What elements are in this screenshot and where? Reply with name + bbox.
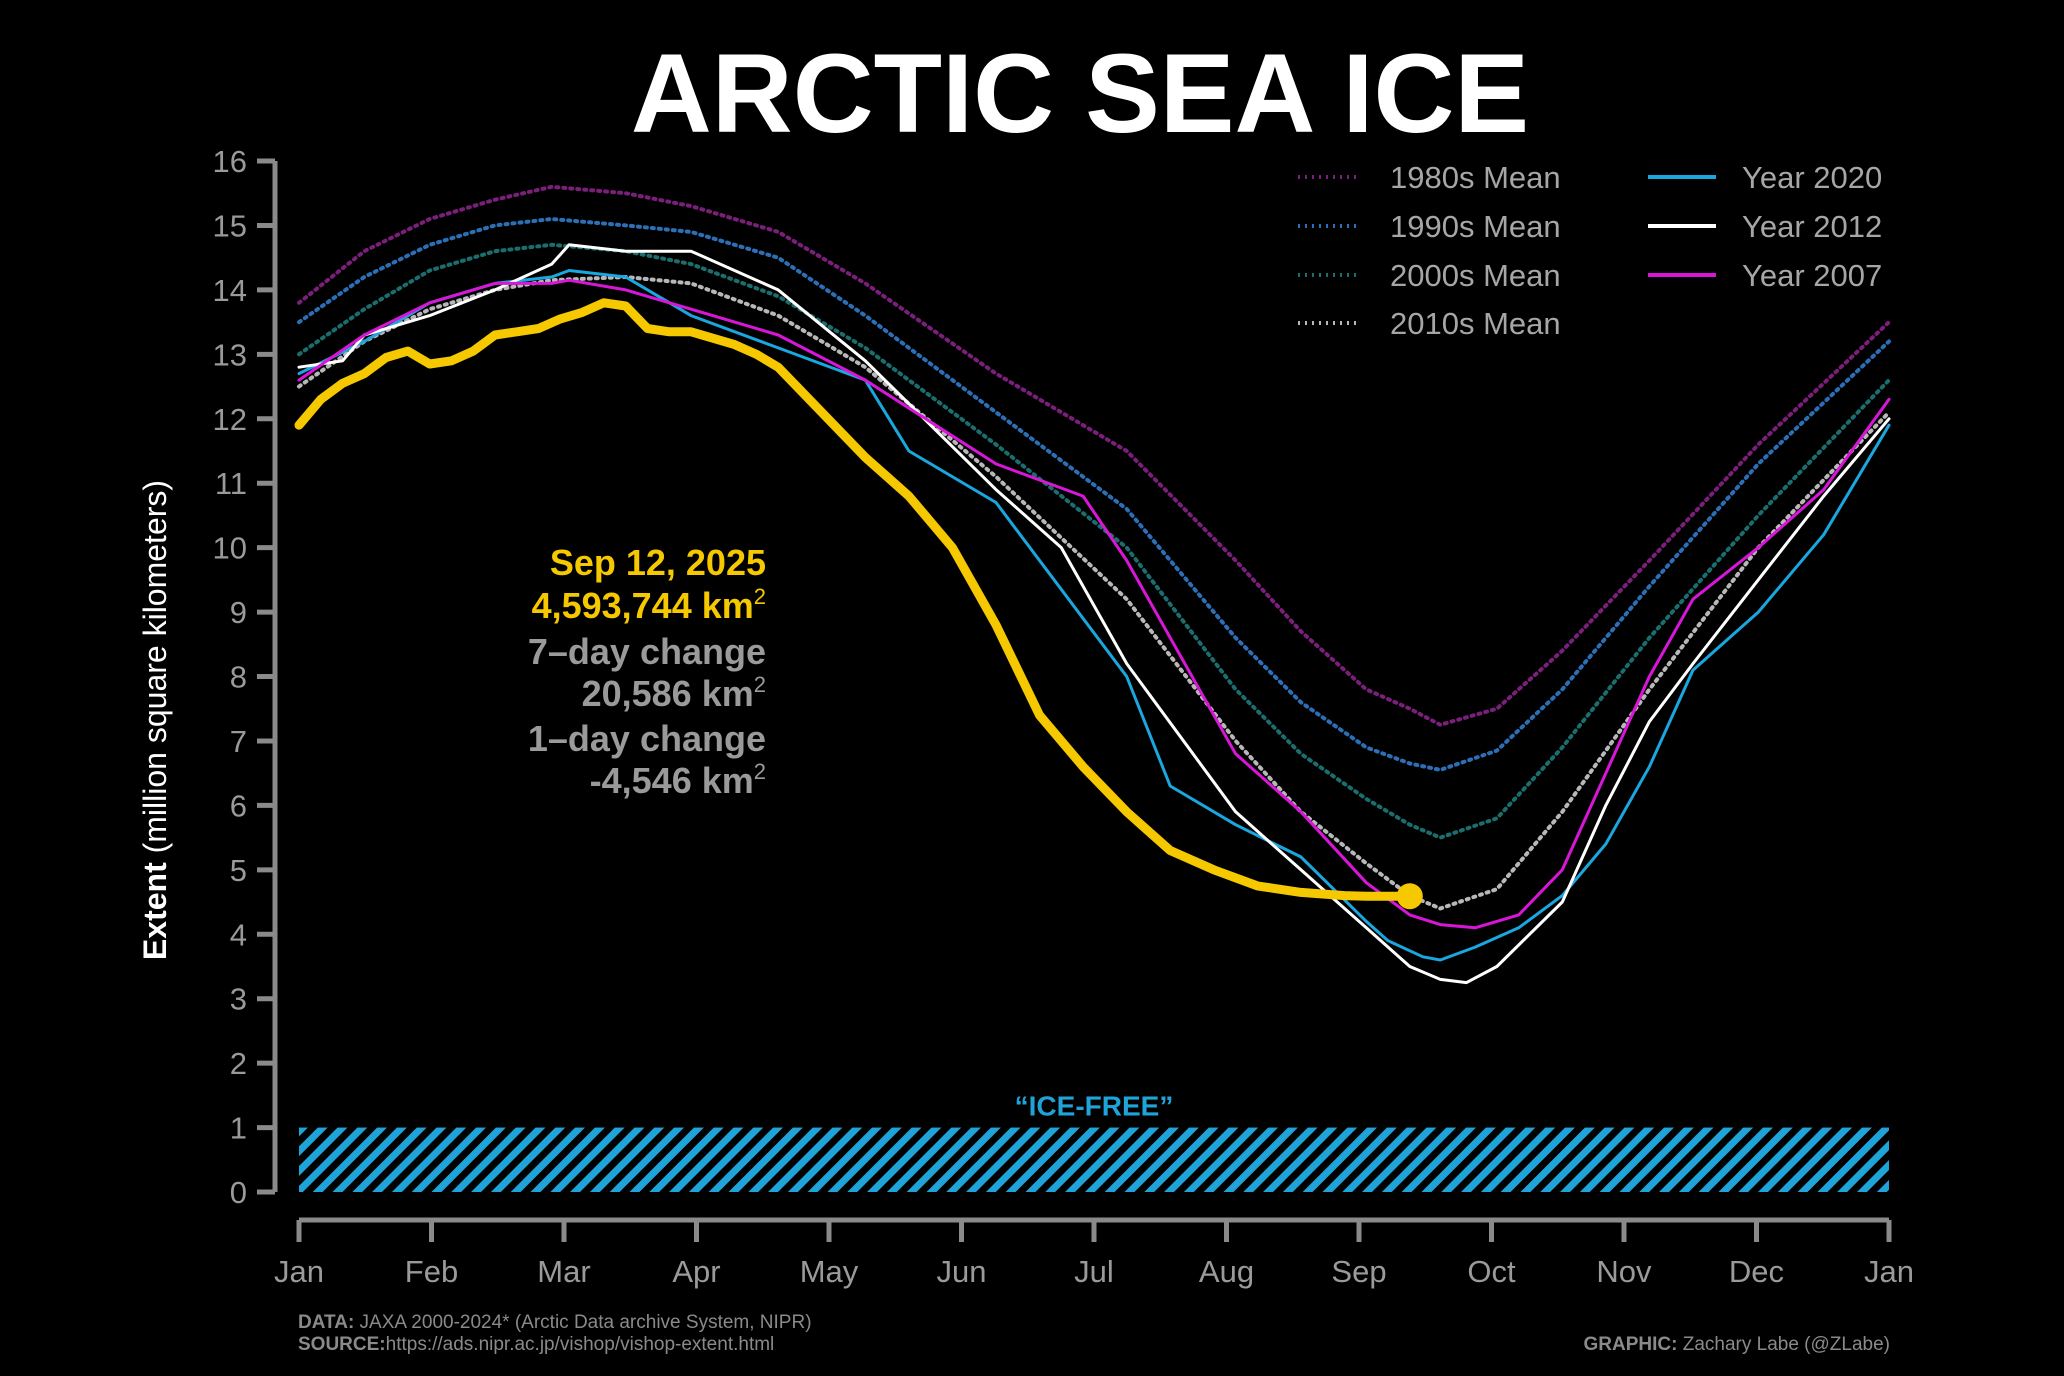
footer-left: DATA: JAXA 2000-2024* (Arctic Data archi… xyxy=(298,1312,812,1355)
superscript-2: 2 xyxy=(754,672,766,697)
x-tick-label: Jan xyxy=(274,1254,324,1289)
x-tick-label: Jul xyxy=(1074,1254,1114,1289)
series-line-year-2020 xyxy=(297,269,1891,962)
x-tick-label: Dec xyxy=(1729,1254,1784,1289)
x-tick-label: May xyxy=(800,1254,859,1289)
x-tick-label: Apr xyxy=(672,1254,720,1289)
ice-free-band: “ICE-FREE” xyxy=(299,1091,1889,1192)
x-tick-label: Nov xyxy=(1596,1254,1652,1289)
y-tick-label: 0 xyxy=(230,1175,247,1210)
superscript-2: 2 xyxy=(754,584,766,609)
annotation-1day-label: 1–day change xyxy=(528,718,766,759)
x-tick-label: Jun xyxy=(937,1254,987,1289)
series-line-year-2012 xyxy=(297,243,1891,985)
legend-label: Year 2020 xyxy=(1742,160,1882,195)
ice-free-hatch xyxy=(299,1127,1889,1192)
y-tick-label: 6 xyxy=(230,788,247,823)
ice-free-label: “ICE-FREE” xyxy=(1015,1091,1174,1122)
footer-graphic: GRAPHIC: Zachary Labe (@ZLabe) xyxy=(1583,1334,1890,1355)
series-line-year-2007 xyxy=(297,278,1891,930)
series-line-2000s-mean xyxy=(297,242,1891,840)
y-tick-label: 5 xyxy=(230,853,247,888)
y-tick-label: 13 xyxy=(213,337,247,372)
footer-data-label: DATA: xyxy=(298,1312,354,1333)
series-line-1980s-mean xyxy=(297,184,1891,727)
series-line-2025 xyxy=(294,298,1415,901)
current-point-marker xyxy=(1396,883,1423,910)
x-tick-label: Feb xyxy=(405,1254,458,1289)
y-tick-label: 2 xyxy=(230,1046,247,1081)
footer-source-text: https://ads.nipr.ac.jp/vishop/vishop-ext… xyxy=(386,1334,775,1355)
footer-source-label: SOURCE: xyxy=(298,1334,386,1355)
y-axis-label: Extent (million square kilometers) xyxy=(137,480,173,960)
y-tick-label: 7 xyxy=(230,724,247,759)
y-tick-label: 15 xyxy=(213,208,247,243)
annotation-1day-value: -4,546 km2 xyxy=(590,759,766,801)
annotation-7day-label: 7–day change xyxy=(528,631,766,672)
y-tick-label: 10 xyxy=(213,531,247,566)
svg-text:DATA: JAXA 2000-2024* (Arctic: DATA: JAXA 2000-2024* (Arctic Data archi… xyxy=(298,1312,812,1333)
legend: 1980s Mean 1990s Mean 2000s Mean 2010s Mean… xyxy=(1298,160,1882,341)
legend-label: 1980s Mean xyxy=(1390,160,1561,195)
legend-label: Year 2007 xyxy=(1742,258,1882,293)
y-tick-label: 16 xyxy=(213,144,247,179)
y-tick-label: 9 xyxy=(230,595,247,630)
chart-title: ARCTIC SEA ICE xyxy=(631,31,1529,156)
legend-label: 1990s Mean xyxy=(1390,209,1561,244)
x-tick-label: Jan xyxy=(1864,1254,1914,1289)
y-tick-label: 4 xyxy=(230,917,247,952)
x-tick-label: Mar xyxy=(537,1254,590,1289)
superscript-2: 2 xyxy=(754,759,766,784)
x-tick-label: Aug xyxy=(1199,1254,1254,1289)
annotation-extent: 4,593,744 km2 xyxy=(532,584,766,626)
footer-graphic-label: GRAPHIC: xyxy=(1583,1334,1677,1355)
footer-graphic-text: Zachary Labe (@ZLabe) xyxy=(1677,1334,1890,1355)
y-tick-label: 1 xyxy=(230,1111,247,1146)
y-tick-label: 8 xyxy=(230,660,247,695)
legend-label: Year 2012 xyxy=(1742,209,1882,244)
legend-label: 2000s Mean xyxy=(1390,258,1561,293)
y-axis-label-rest: (million square kilometers) xyxy=(137,480,173,862)
series-line-2010s-mean xyxy=(297,275,1891,911)
y-tick-label: 12 xyxy=(213,402,247,437)
annotation-7day-value: 20,586 km2 xyxy=(582,672,766,714)
x-tick-label: Oct xyxy=(1467,1254,1516,1289)
series-line-1990s-mean xyxy=(297,217,1891,772)
series-layer xyxy=(294,184,1891,985)
legend-label: 2010s Mean xyxy=(1390,306,1561,341)
y-axis-label-bold: Extent xyxy=(137,862,173,960)
svg-text:SOURCE:https://ads.nipr.ac.jp/: SOURCE:https://ads.nipr.ac.jp/vishop/vis… xyxy=(298,1334,774,1355)
y-tick-label: 11 xyxy=(215,466,247,501)
x-tick-label: Sep xyxy=(1331,1254,1386,1289)
annotation-date: Sep 12, 2025 xyxy=(550,542,766,583)
y-tick-label: 3 xyxy=(230,982,247,1017)
footer-data-text: JAXA 2000-2024* (Arctic Data archive Sys… xyxy=(354,1312,811,1333)
y-tick-label: 14 xyxy=(213,273,247,308)
